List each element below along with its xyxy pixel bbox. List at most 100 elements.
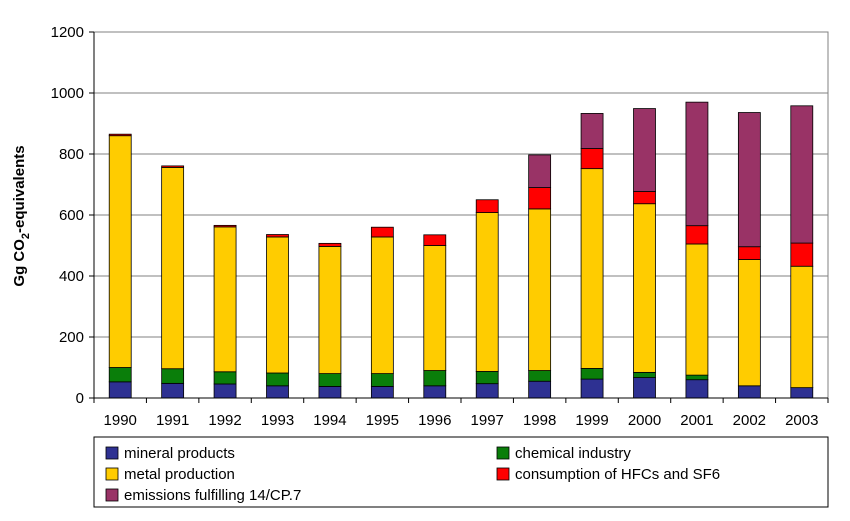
legend-swatch <box>105 488 119 502</box>
bar-segment <box>213 226 237 373</box>
bar-segment <box>475 212 499 372</box>
legend-label: mineral products <box>124 445 235 462</box>
bar-segment <box>580 168 604 369</box>
y-axis-label: Gg CO2-equivalents <box>11 145 32 286</box>
bar-segment <box>213 383 237 399</box>
bar-segment <box>108 381 132 399</box>
legend-label: emissions fulfilling 14/CP.7 <box>124 487 301 504</box>
y-tick-label: 200 <box>59 329 84 346</box>
bar-segment <box>790 265 814 389</box>
x-tick-label: 1994 <box>313 412 346 429</box>
bar-segment <box>685 379 709 399</box>
bar-segment <box>161 165 185 168</box>
legend-label: metal production <box>124 466 235 483</box>
x-tick-label: 1998 <box>523 412 556 429</box>
bar-segment <box>580 378 604 399</box>
bar-segment <box>161 382 185 399</box>
bar-segment <box>790 105 814 244</box>
bar-segment <box>685 243 709 376</box>
bar-segment <box>475 371 499 385</box>
bar-segment <box>737 246 761 260</box>
y-tick-labels: 0 200 400 600 800 1000 1200 <box>51 24 84 407</box>
bar-segment <box>528 380 552 399</box>
x-tick-label: 1992 <box>208 412 241 429</box>
bar-segment <box>318 373 342 387</box>
x-tick-label: 1996 <box>418 412 451 429</box>
legend-label: chemical industry <box>515 445 631 462</box>
bar-segment <box>475 199 499 213</box>
bar-segment <box>318 246 342 374</box>
x-tick-label: 1999 <box>575 412 608 429</box>
bar-segment <box>685 101 709 227</box>
y-axis-label-suffix: -equivalents <box>11 145 28 233</box>
bar-segment <box>528 154 552 188</box>
bars <box>108 101 814 399</box>
bar-segment <box>633 371 656 378</box>
bar-segment <box>318 386 342 399</box>
bar-segment <box>370 373 394 387</box>
bar-segment <box>528 187 552 210</box>
legend-item: consumption of HFCs and SF6 <box>496 466 720 483</box>
gridlines <box>93 31 829 399</box>
x-tick-label: 1990 <box>104 412 137 429</box>
y-tick-label: 1000 <box>51 85 84 102</box>
legend-swatch <box>496 467 510 481</box>
bar-segment <box>423 234 447 246</box>
x-tick-label: 1993 <box>261 412 294 429</box>
legend-item: chemical industry <box>496 445 631 462</box>
bar-segment <box>161 368 185 384</box>
legend-label: consumption of HFCs and SF6 <box>515 466 720 483</box>
legend-item: emissions fulfilling 14/CP.7 <box>105 487 301 504</box>
y-axis-label-main: Gg CO <box>11 239 28 287</box>
bar-segment <box>528 208 552 371</box>
bar-segment <box>266 234 289 238</box>
bar-segment <box>475 383 499 399</box>
legend-swatch <box>496 446 510 460</box>
bar-segment <box>423 370 447 387</box>
legend: mineral products chemical industry metal p… <box>93 436 829 508</box>
x-tick-label: 2001 <box>680 412 713 429</box>
x-tick-label: 2000 <box>628 412 661 429</box>
bar-segment <box>213 371 237 385</box>
axes <box>89 31 829 403</box>
x-tick-label: 1991 <box>156 412 189 429</box>
bar-segment <box>161 167 185 370</box>
bar-segment <box>580 368 604 380</box>
legend-item: metal production <box>105 466 235 483</box>
bar-segment <box>108 367 132 383</box>
bar-segment <box>737 112 761 248</box>
y-tick-label: 800 <box>59 146 84 163</box>
bar-segment <box>737 385 761 399</box>
bar-segment <box>423 245 447 371</box>
y-tick-label: 600 <box>59 207 84 224</box>
bar-segment <box>266 236 289 374</box>
bar-segment <box>370 386 394 399</box>
bar-segment <box>266 372 289 387</box>
legend-swatch <box>105 467 119 481</box>
bar-segment <box>528 370 552 382</box>
x-tick-labels: 1990 1991 1992 1993 1994 1995 1996 1997 1998 1999… <box>104 412 819 429</box>
bar-segment <box>108 135 132 368</box>
legend-box <box>93 436 829 508</box>
bar-segment <box>266 385 289 399</box>
x-tick-label: 2002 <box>733 412 766 429</box>
bar-segment <box>685 374 709 381</box>
bar-segment <box>318 242 342 247</box>
bar-segment <box>108 133 132 137</box>
bar-segment <box>790 242 814 267</box>
x-tick-label: 1997 <box>471 412 504 429</box>
bar-segment <box>580 113 604 149</box>
x-tick-label: 1995 <box>366 412 399 429</box>
bar-segment <box>633 203 656 373</box>
bar-segment <box>737 259 761 387</box>
bar-segment <box>423 385 447 399</box>
x-tick-label: 2003 <box>785 412 818 429</box>
bar-segment <box>213 224 237 228</box>
y-axis-label-subscript: 2 <box>20 233 32 239</box>
bar-segment <box>685 225 709 245</box>
y-tick-label: 0 <box>76 390 84 407</box>
bar-segment <box>633 377 656 399</box>
bar-segment <box>370 236 394 375</box>
y-tick-label: 1200 <box>51 24 84 41</box>
